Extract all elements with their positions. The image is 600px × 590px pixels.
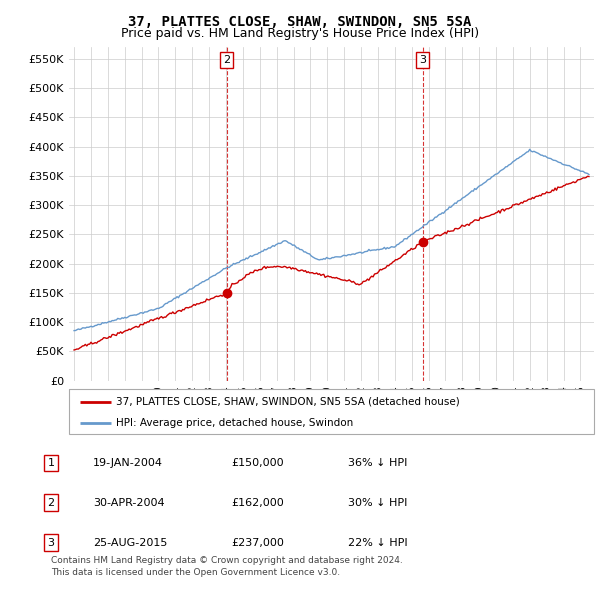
Text: £237,000: £237,000: [231, 538, 284, 548]
Text: Price paid vs. HM Land Registry's House Price Index (HPI): Price paid vs. HM Land Registry's House …: [121, 27, 479, 40]
Text: 36% ↓ HPI: 36% ↓ HPI: [348, 458, 407, 468]
Text: £150,000: £150,000: [231, 458, 284, 468]
Text: HPI: Average price, detached house, Swindon: HPI: Average price, detached house, Swin…: [116, 418, 353, 428]
FancyBboxPatch shape: [69, 389, 594, 434]
Text: 22% ↓ HPI: 22% ↓ HPI: [348, 538, 407, 548]
Text: 19-JAN-2004: 19-JAN-2004: [93, 458, 163, 468]
Text: 2: 2: [47, 498, 55, 507]
Text: 3: 3: [47, 538, 55, 548]
Text: 25-AUG-2015: 25-AUG-2015: [93, 538, 167, 548]
Text: Contains HM Land Registry data © Crown copyright and database right 2024.
This d: Contains HM Land Registry data © Crown c…: [51, 556, 403, 577]
Text: 1: 1: [47, 458, 55, 468]
Text: 30% ↓ HPI: 30% ↓ HPI: [348, 498, 407, 507]
Text: 37, PLATTES CLOSE, SHAW, SWINDON, SN5 5SA (detached house): 37, PLATTES CLOSE, SHAW, SWINDON, SN5 5S…: [116, 397, 460, 407]
Text: 37, PLATTES CLOSE, SHAW, SWINDON, SN5 5SA: 37, PLATTES CLOSE, SHAW, SWINDON, SN5 5S…: [128, 15, 472, 29]
Text: 3: 3: [419, 55, 426, 65]
Text: 2: 2: [223, 55, 230, 65]
Text: £162,000: £162,000: [231, 498, 284, 507]
Text: 30-APR-2004: 30-APR-2004: [93, 498, 164, 507]
